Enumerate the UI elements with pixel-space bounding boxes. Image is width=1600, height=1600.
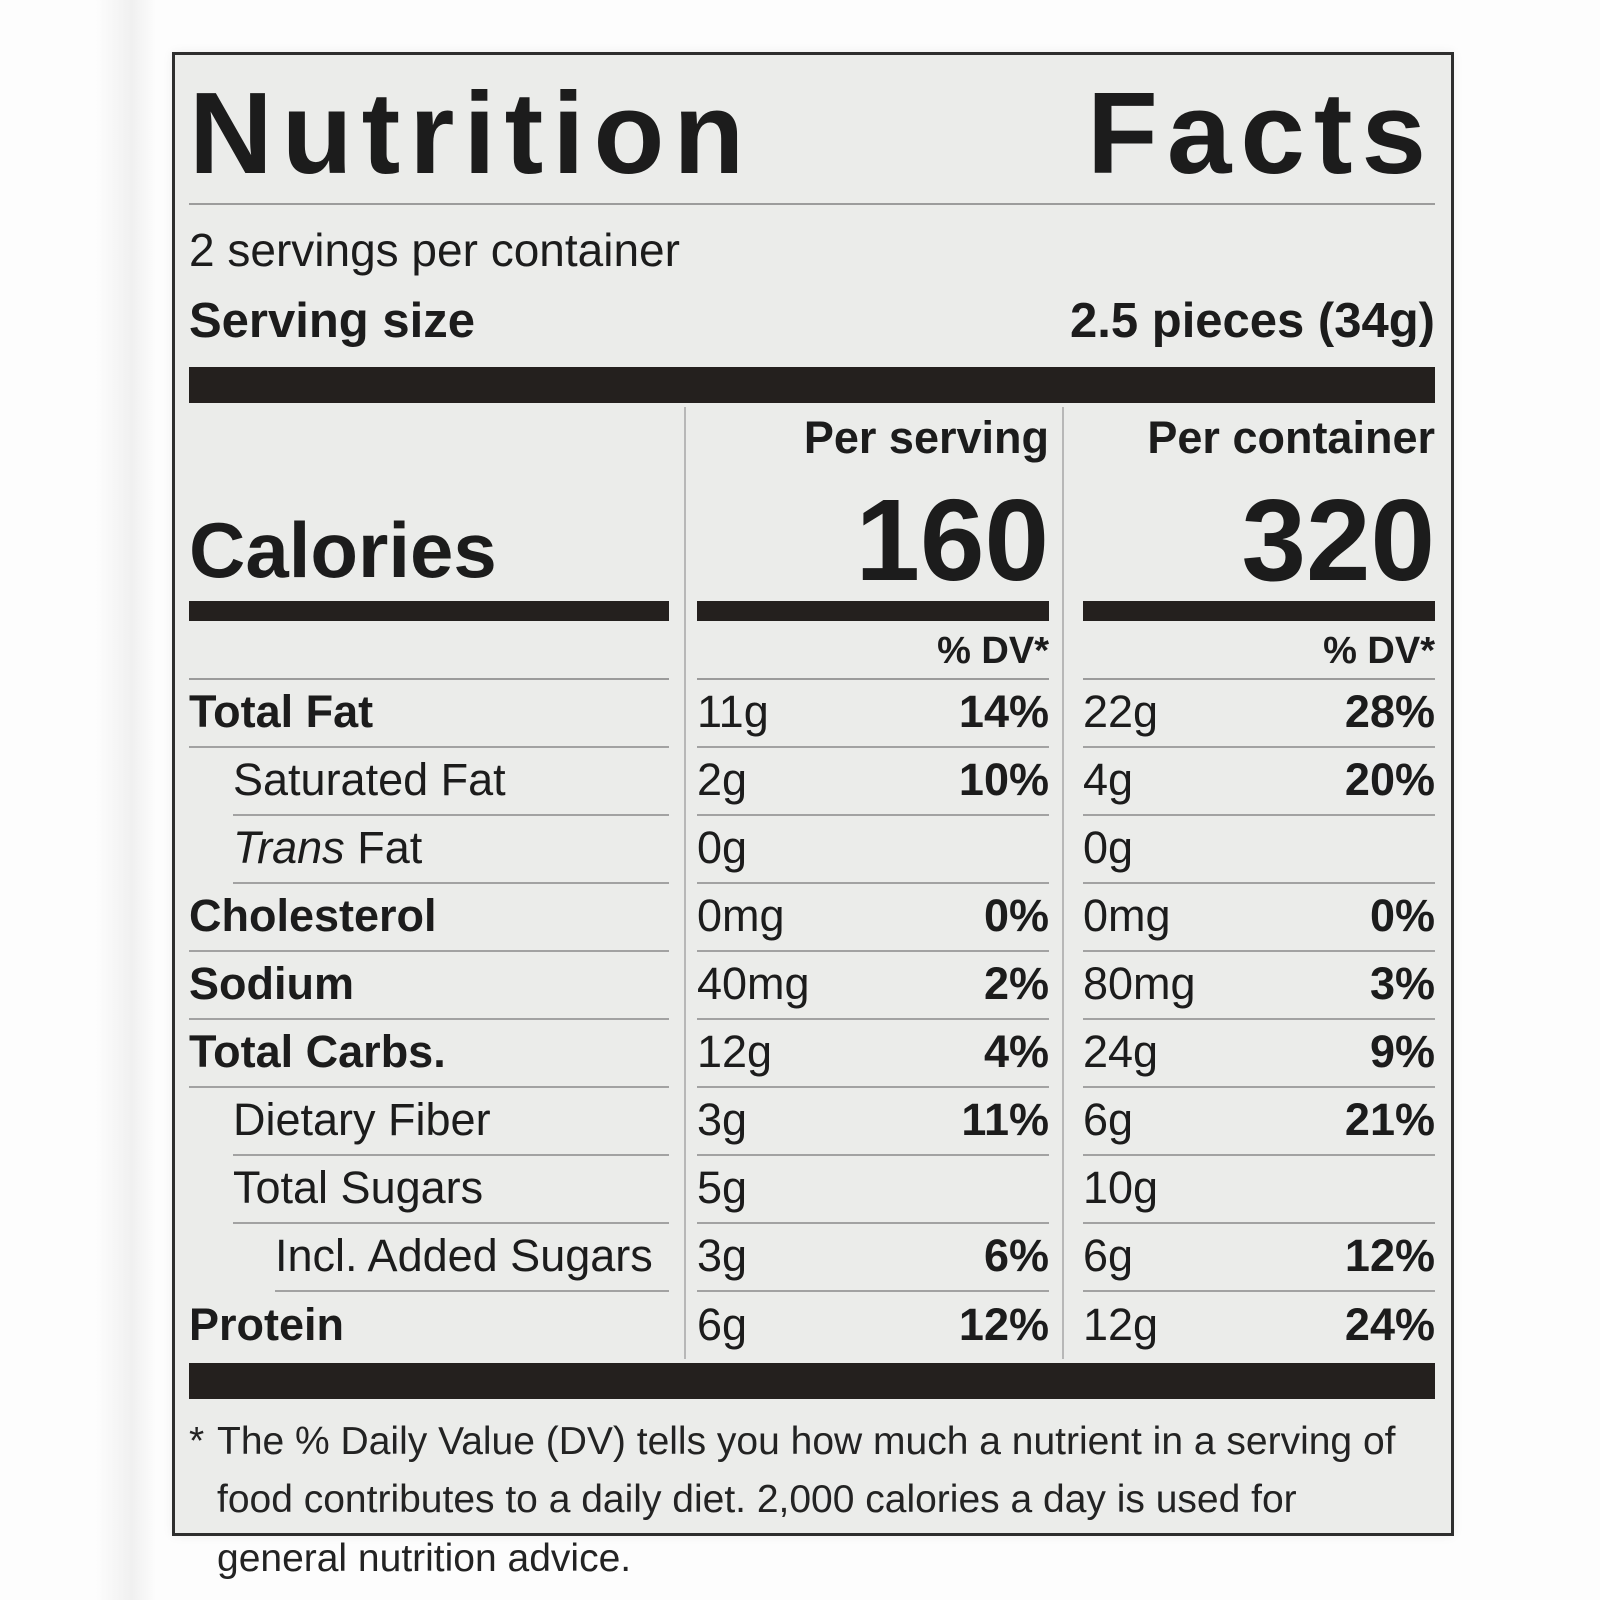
per-container-dv: 28%	[1344, 685, 1435, 737]
serving-size-row: Serving size 2.5 pieces (34g)	[189, 293, 1435, 349]
calories-per-serving-value: 160	[855, 474, 1049, 605]
nutrient-row: Sodium 40mg 2% 80mg 3%	[189, 951, 1435, 1020]
calories-underline-bar	[1083, 600, 1435, 621]
dv-header-per-container: % DV*	[1323, 630, 1435, 673]
per-container-amount: 0g	[1083, 821, 1134, 873]
per-serving-dv: 14%	[958, 685, 1049, 737]
dv-header-row: % DV* % DV*	[189, 627, 1435, 680]
per-container-header: Per container	[1147, 411, 1435, 463]
per-container-dv: 0%	[1369, 889, 1435, 941]
per-serving-amount: 2g	[697, 753, 748, 805]
nutrient-row: Total Fat 11g 14% 22g 28%	[189, 679, 1435, 748]
column-divider-1	[684, 406, 686, 1359]
per-container-dv: 12%	[1344, 1229, 1435, 1281]
thick-bar-bottom	[189, 1362, 1435, 1399]
per-container-dv: 20%	[1344, 753, 1435, 805]
calories-label: Calories	[189, 505, 497, 594]
nutrient-row: Total Sugars 5g 10g	[189, 1155, 1435, 1224]
nutrient-row: Protein 6g 12% 12g 24%	[189, 1291, 1435, 1359]
nutrient-name: Total Fat	[189, 685, 374, 737]
nutrient-row: Cholesterol 0mg 0% 0mg 0%	[189, 883, 1435, 952]
nutrient-row: Saturated Fat 2g 10% 4g 20%	[189, 747, 1435, 816]
nutrient-table: Per serving Per container Calories 160 3…	[189, 403, 1435, 1359]
nutrient-rows: Total Fat 11g 14% 22g 28% Saturated Fat …	[189, 679, 1435, 1359]
photo-background-edge	[96, 0, 156, 1600]
nutrient-name: Dietary Fiber	[233, 1093, 491, 1145]
calories-per-container-value: 320	[1241, 474, 1435, 605]
per-container-dv: 24%	[1344, 1298, 1435, 1350]
nutrient-row: Total Carbs. 12g 4% 24g 9%	[189, 1019, 1435, 1088]
per-container-amount: 6g	[1083, 1229, 1134, 1281]
thick-bar-top	[189, 366, 1435, 403]
per-container-amount: 22g	[1083, 685, 1159, 737]
per-serving-amount: 6g	[697, 1298, 748, 1350]
serving-size-label: Serving size	[189, 293, 475, 348]
per-serving-amount: 0mg	[697, 889, 785, 941]
per-serving-dv: 2%	[983, 957, 1049, 1009]
calories-row: Calories 160 320	[189, 467, 1435, 605]
calories-underline-bar	[189, 600, 669, 621]
per-container-amount: 80mg	[1083, 957, 1196, 1009]
servings-per-container: 2 servings per container	[189, 223, 680, 276]
per-serving-header: Per serving	[803, 411, 1049, 463]
nutrient-row: Incl. Added Sugars 3g 6% 6g 12%	[189, 1223, 1435, 1292]
per-serving-amount: 11g	[697, 685, 769, 737]
per-serving-dv: 4%	[983, 1025, 1049, 1077]
nutrient-name-italic: Trans	[233, 821, 358, 873]
per-container-amount: 6g	[1083, 1093, 1134, 1145]
per-container-dv: 9%	[1369, 1025, 1435, 1077]
per-container-amount: 0mg	[1083, 889, 1171, 941]
per-serving-dv: 6%	[983, 1229, 1049, 1281]
nutrient-name: Fat	[357, 821, 423, 873]
footnote: * The % Daily Value (DV) tells you how m…	[189, 1413, 1435, 1589]
dv-header-per-serving: % DV*	[937, 630, 1049, 673]
nutrient-name: Incl. Added Sugars	[275, 1229, 653, 1281]
per-serving-amount: 3g	[697, 1229, 748, 1281]
nutrition-facts-label: Nutrition Facts 2 servings per container…	[172, 52, 1454, 1580]
per-serving-amount: 0g	[697, 821, 748, 873]
per-container-dv: 21%	[1344, 1093, 1435, 1145]
per-serving-amount: 5g	[697, 1161, 748, 1213]
footnote-marker: *	[189, 1419, 205, 1463]
title-word-nutrition: Nutrition	[189, 68, 754, 198]
nutrient-name: Total Carbs.	[189, 1025, 446, 1077]
per-serving-dv: 11%	[961, 1093, 1049, 1145]
footnote-text: The % Daily Value (DV) tells you how muc…	[217, 1419, 1396, 1580]
calories-underline-row	[189, 595, 1435, 627]
title-word-facts: Facts	[1086, 68, 1435, 198]
per-container-amount: 24g	[1083, 1025, 1159, 1077]
per-serving-amount: 12g	[697, 1025, 773, 1077]
label-title: Nutrition Facts	[189, 68, 1435, 199]
calories-underline-bar	[697, 600, 1049, 621]
column-divider-2	[1062, 406, 1064, 1359]
per-serving-amount: 40mg	[697, 957, 810, 1009]
per-serving-dv: 10%	[958, 753, 1049, 805]
per-container-amount: 12g	[1083, 1298, 1159, 1350]
title-divider	[189, 202, 1435, 205]
per-serving-amount: 3g	[697, 1093, 748, 1145]
per-serving-dv: 0%	[983, 889, 1049, 941]
nutrient-name: Cholesterol	[189, 889, 437, 941]
per-container-amount: 10g	[1083, 1161, 1159, 1213]
per-serving-dv: 12%	[958, 1298, 1049, 1350]
per-container-dv: 3%	[1369, 957, 1435, 1009]
nutrient-name: Sodium	[189, 957, 354, 1009]
nutrient-name: Saturated Fat	[233, 753, 506, 805]
nutrient-row: Trans Fat 0g 0g	[189, 815, 1435, 884]
serving-size-value: 2.5 pieces (34g)	[1070, 293, 1435, 348]
nutrient-name: Protein	[189, 1298, 345, 1350]
calories-header-row: Per serving Per container	[189, 403, 1435, 467]
per-container-amount: 4g	[1083, 753, 1134, 805]
nutrient-row: Dietary Fiber 3g 11% 6g 21%	[189, 1087, 1435, 1156]
nutrient-name: Total Sugars	[233, 1161, 484, 1213]
